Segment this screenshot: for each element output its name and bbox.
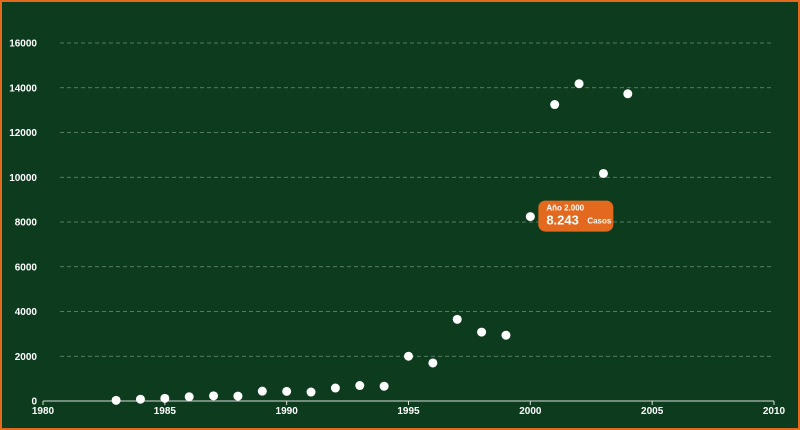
y-tick-label-10000: 10000 [9,173,37,184]
data-point-1983[interactable] [111,395,121,405]
data-point-1993[interactable] [355,381,365,391]
grid-layer [60,42,774,357]
data-point-1989[interactable] [257,386,267,396]
x-tick-label-2010: 2010 [763,406,786,417]
data-point-1995[interactable] [404,351,413,361]
data-point-1991[interactable] [306,387,316,397]
data-point-2004[interactable] [623,89,633,99]
x-tick-label-2005: 2005 [641,406,664,417]
data-point-1992[interactable] [330,383,340,393]
data-point-1998[interactable] [477,327,487,337]
x-tick-label-1985: 1985 [154,406,177,417]
y-tick-label-12000: 12000 [9,128,37,139]
data-point-2002[interactable] [574,79,584,89]
y-tick-label-2000: 2000 [15,352,38,363]
x-tick-label-2000: 2000 [519,406,542,417]
points-layer [111,79,633,405]
y-tick-label-4000: 4000 [15,307,38,318]
data-point-1987[interactable] [209,391,219,401]
data-point-1990[interactable] [282,386,292,396]
tooltip-year: Año 2.000 [546,204,584,213]
data-point-1984[interactable] [135,394,145,404]
data-point-1999[interactable] [501,330,511,340]
data-point-1994[interactable] [379,381,389,391]
data-tooltip: Año 2.000 8.243 Casos [538,200,614,232]
y-tick-label-6000: 6000 [15,262,38,273]
y-tick-label-16000: 16000 [9,39,37,50]
tooltip-box [538,200,614,232]
data-point-1985[interactable] [160,393,170,403]
data-point-2003[interactable] [598,168,608,178]
data-point-2001[interactable] [550,100,560,110]
x-tick-label-1995: 1995 [397,406,420,417]
data-point-1986[interactable] [184,392,194,402]
tooltip-value: 8.243 [546,213,579,228]
data-point-2000[interactable] [525,212,535,222]
x-tick-label-1990: 1990 [276,406,299,417]
data-point-1997[interactable] [452,314,462,324]
axis-layer: 0 2000 4000 6000 8000 10000 12000 14000 16000 198… [9,39,785,418]
tooltip-unit: Casos [587,217,612,226]
x-tick-label-1980: 1980 [32,406,55,417]
data-point-1996[interactable] [428,358,438,368]
y-tick-label-8000: 8000 [15,218,38,229]
y-tick-label-0: 0 [31,397,37,408]
y-tick-label-14000: 14000 [9,83,37,94]
data-point-1988[interactable] [233,391,243,401]
